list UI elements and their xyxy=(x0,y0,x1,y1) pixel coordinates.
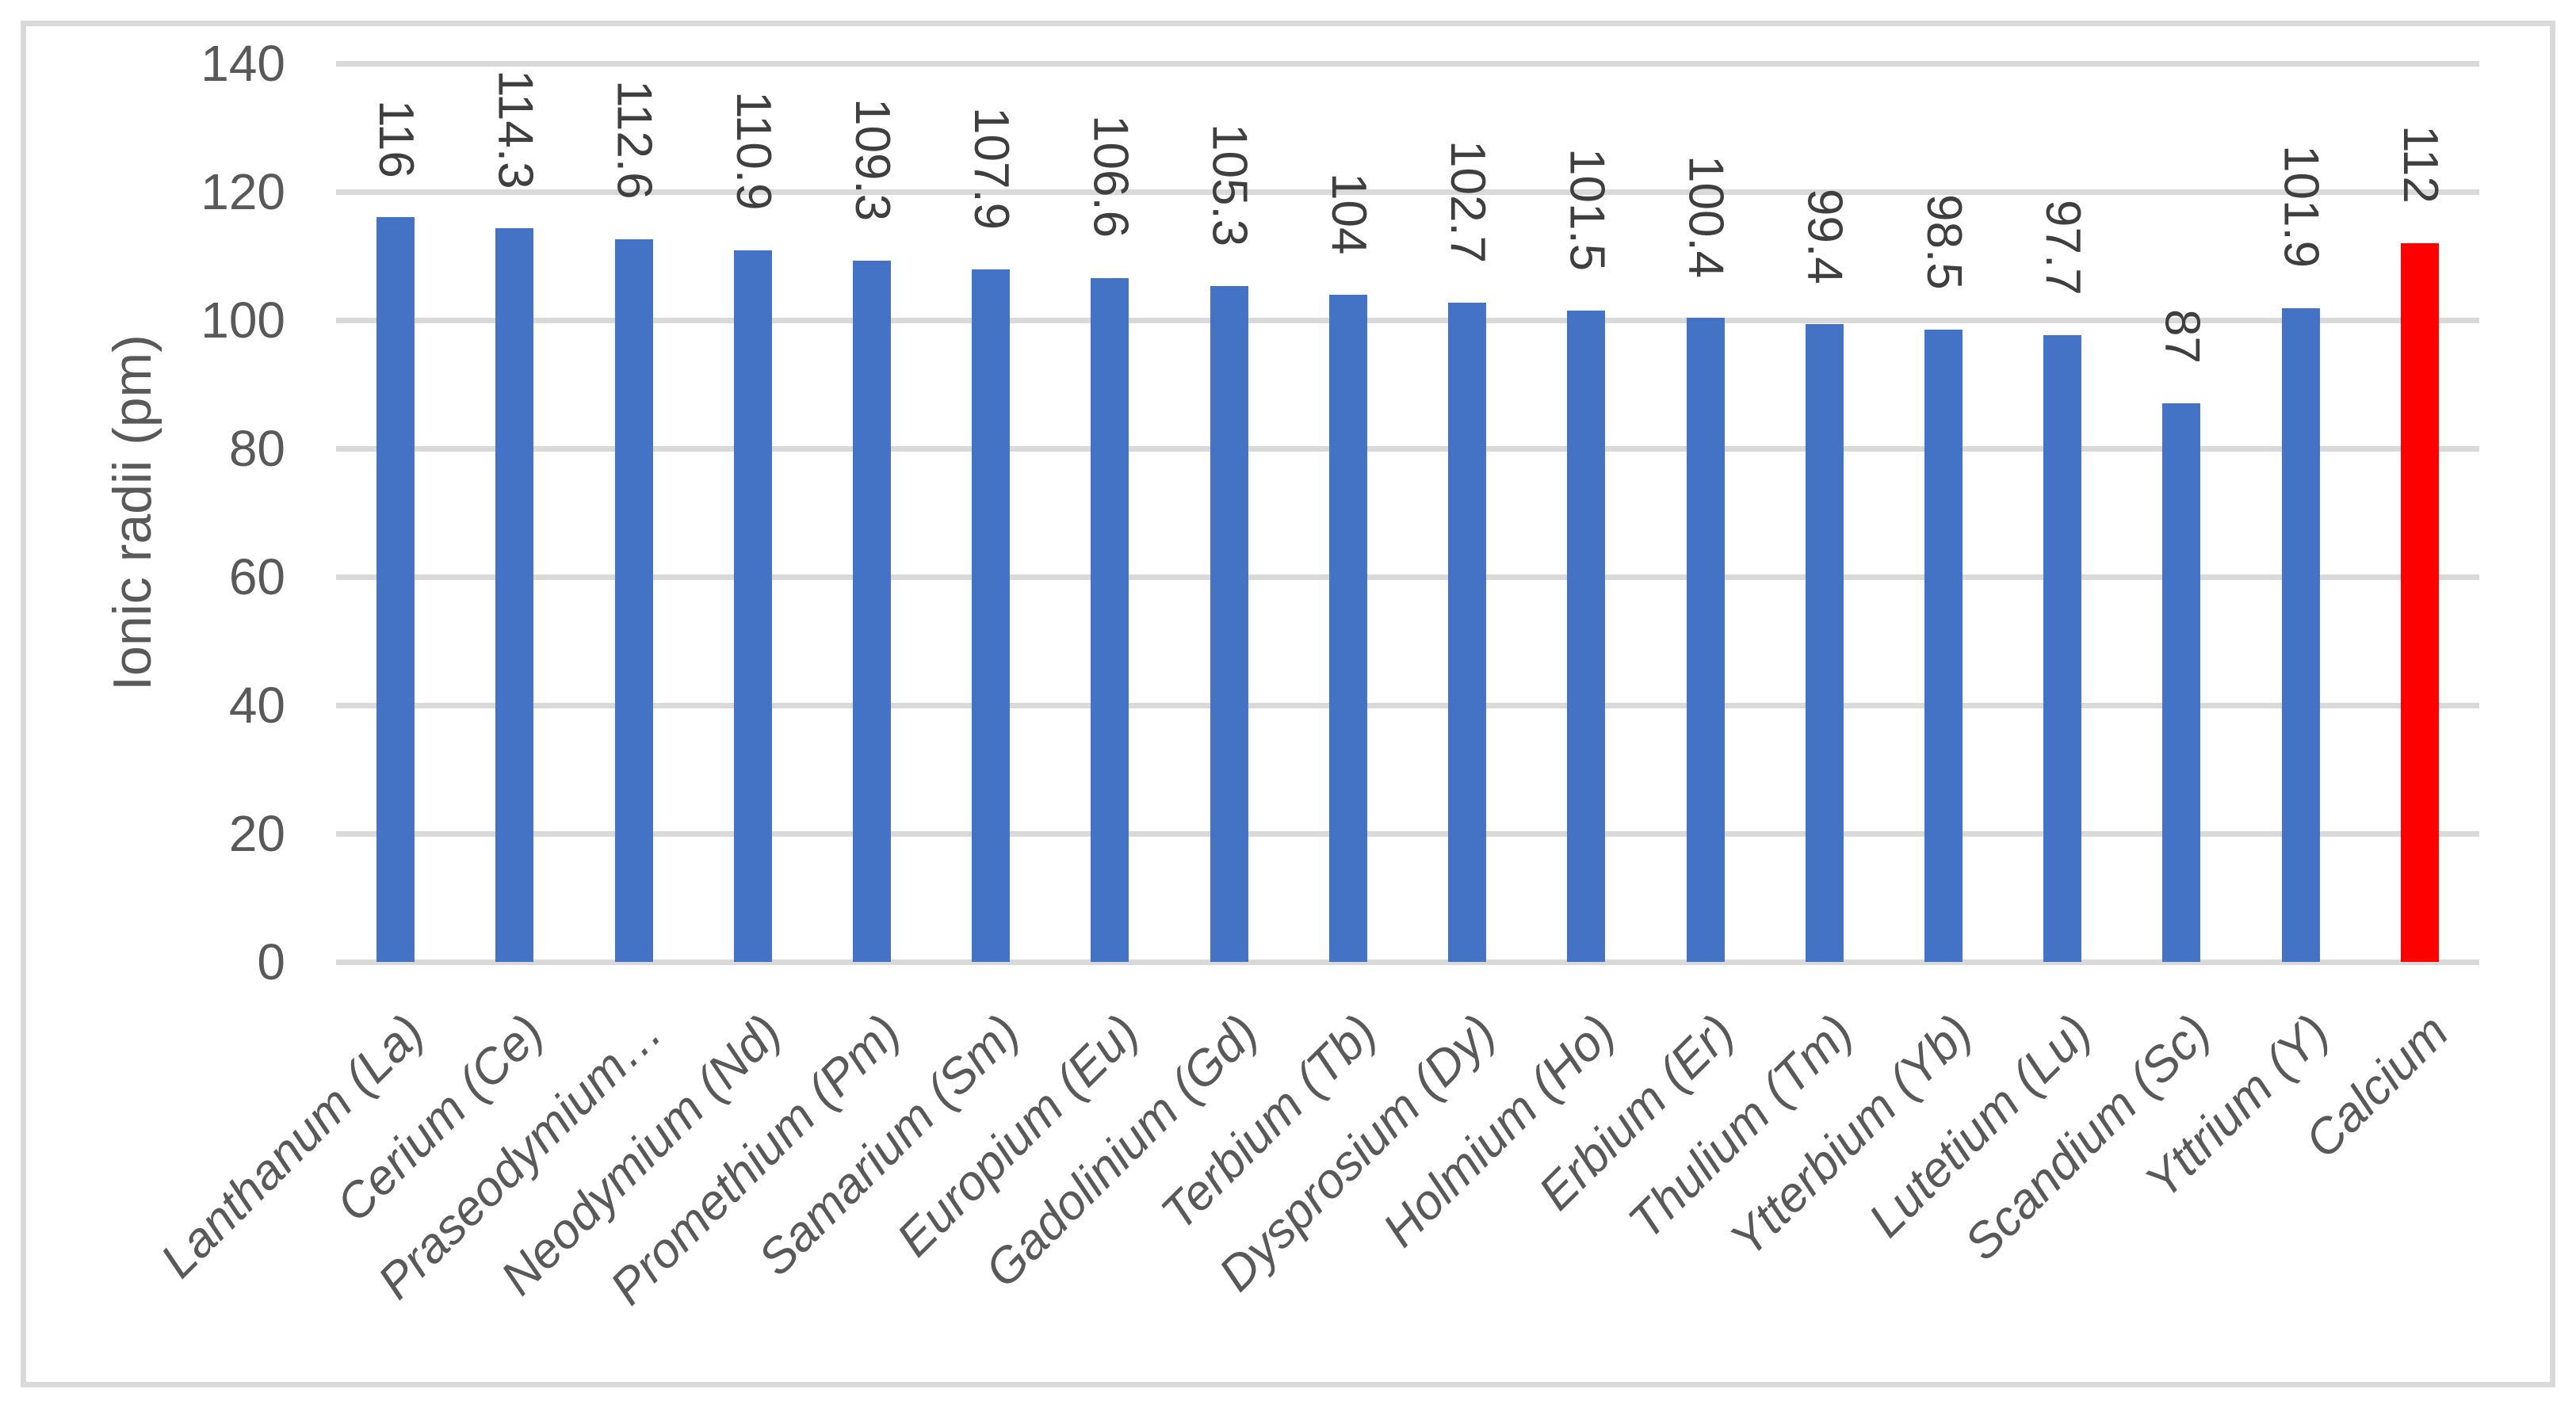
bar[interactable] xyxy=(1091,277,1129,962)
bar[interactable] xyxy=(972,269,1011,962)
bar-value-label: 106.6 xyxy=(1083,115,1138,238)
bar[interactable] xyxy=(2162,403,2201,962)
bar[interactable] xyxy=(1328,294,1367,962)
bar-slot: 98.5 xyxy=(1884,63,2003,962)
y-axis-tick-label: 20 xyxy=(228,805,285,862)
gridline xyxy=(336,317,2479,323)
bar[interactable] xyxy=(1924,330,1963,962)
bar-value-label: 114.3 xyxy=(487,69,543,189)
plot-area: 116 114.3 112.6 110.9 109.3 107.9 106.6 105.3 10… xyxy=(336,60,2479,965)
y-axis-tick-label: 100 xyxy=(201,292,285,349)
y-axis-tick-label: 120 xyxy=(201,163,285,220)
gridline xyxy=(336,189,2479,195)
bar[interactable] xyxy=(376,217,415,962)
bar-slot: 105.3 xyxy=(1170,63,1289,962)
bar-slot: 104 xyxy=(1289,63,1408,962)
bar[interactable] xyxy=(1448,303,1487,962)
x-label-slot: Calcium xyxy=(2295,967,2479,1387)
y-axis-tick-label: 140 xyxy=(201,35,285,92)
bar-slot: 102.7 xyxy=(1408,63,1527,962)
bar-value-label: 99.4 xyxy=(1797,189,1852,284)
gridline xyxy=(336,959,2479,965)
bar-value-label: 98.5 xyxy=(1916,194,1971,291)
bar-slot: 87 xyxy=(2122,63,2241,962)
bar-value-label: 109.3 xyxy=(844,97,900,221)
y-axis-tick-label: 60 xyxy=(228,548,285,605)
bar-value-label: 105.3 xyxy=(1202,123,1257,247)
bar-slot: 109.3 xyxy=(812,63,931,962)
bar-slot: 110.9 xyxy=(694,63,812,962)
bar-value-label: 104 xyxy=(1320,173,1376,255)
bar-value-label: 87 xyxy=(2154,309,2210,364)
bar[interactable] xyxy=(1805,323,1844,962)
bar-value-label: 116 xyxy=(369,99,424,178)
bar[interactable] xyxy=(614,238,653,962)
bar-slot: 114.3 xyxy=(455,63,574,962)
gridline xyxy=(336,830,2479,837)
bar-value-label: 97.7 xyxy=(2035,199,2091,296)
bar[interactable] xyxy=(1567,310,1606,962)
bar-value-label: 102.7 xyxy=(1440,139,1496,264)
y-axis-tick-label: 0 xyxy=(257,933,285,990)
bar-slot: 100.4 xyxy=(1645,63,1764,962)
bar-slot: 97.7 xyxy=(2003,63,2122,962)
bar-slot: 99.4 xyxy=(1765,63,1884,962)
bar-slot: 112.6 xyxy=(574,63,693,962)
bar[interactable] xyxy=(2043,334,2082,962)
bar-value-label: 112 xyxy=(2392,124,2448,204)
bar-value-label: 112.6 xyxy=(606,80,662,200)
bar-slot: 116 xyxy=(336,63,455,962)
x-label-slot: Yttrium (Y) xyxy=(2135,967,2360,1387)
bar[interactable] xyxy=(1686,317,1725,962)
gridline xyxy=(336,574,2479,580)
bar-slot: 112 xyxy=(2360,63,2479,962)
chart-border xyxy=(21,21,2555,1387)
bar-highlighted[interactable] xyxy=(2400,242,2439,962)
bar-value-label: 101.9 xyxy=(2273,145,2329,269)
bar[interactable] xyxy=(495,228,534,962)
y-axis-tick-label: 80 xyxy=(228,420,285,477)
bar[interactable] xyxy=(1210,286,1248,962)
bar-value-label: 110.9 xyxy=(725,91,781,211)
gridline xyxy=(336,702,2479,708)
bar-value-label: 101.5 xyxy=(1559,147,1615,271)
bar-slot: 107.9 xyxy=(931,63,1050,962)
bar-value-label: 107.9 xyxy=(964,106,1019,231)
bar[interactable] xyxy=(852,260,892,962)
y-axis-tick-label: 40 xyxy=(228,677,285,734)
bar-slot: 101.5 xyxy=(1527,63,1645,962)
bar[interactable] xyxy=(733,250,772,962)
bar-series: 116 114.3 112.6 110.9 109.3 107.9 106.6 105.3 10… xyxy=(336,63,2479,962)
gridline xyxy=(336,60,2479,67)
y-axis: 140 120 100 80 60 40 20 0 xyxy=(0,35,285,990)
bar-slot: 106.6 xyxy=(1050,63,1169,962)
bar[interactable] xyxy=(2281,307,2320,962)
bar-value-label: 100.4 xyxy=(1678,155,1733,278)
bar-slot: 101.9 xyxy=(2242,63,2360,962)
gridline xyxy=(336,445,2479,452)
x-axis: Lanthanum (La) Cerium (Ce) Praseodymium… Ne… xyxy=(151,967,2479,1387)
